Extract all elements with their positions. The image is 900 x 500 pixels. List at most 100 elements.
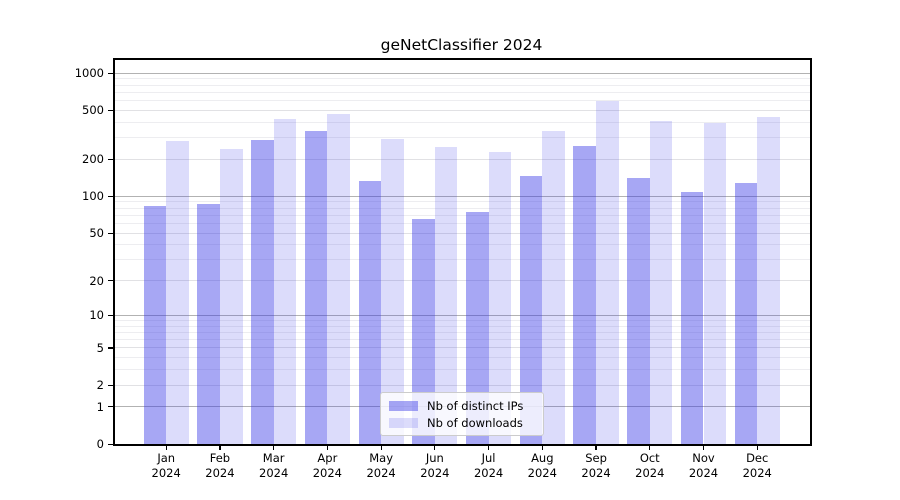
x-tick-label: Jul 2024 xyxy=(473,451,504,480)
x-tick-mark xyxy=(756,444,758,450)
minor-gridline xyxy=(113,259,810,261)
mid-gridline xyxy=(113,109,810,111)
x-tick-mark xyxy=(273,444,275,450)
y-tick-label: 0 xyxy=(96,437,104,451)
minor-gridline xyxy=(113,319,810,321)
chart-title: geNetClassifier 2024 xyxy=(380,36,543,54)
minor-gridline xyxy=(113,325,810,327)
legend-label: Nb of downloads xyxy=(427,415,523,430)
bar-distinct-ips xyxy=(251,139,274,444)
y-tick-mark xyxy=(107,72,113,74)
minor-gridline xyxy=(113,91,810,93)
mid-gridline xyxy=(113,384,810,386)
x-tick-label: Sep 2024 xyxy=(581,451,611,480)
legend-item: Nb of distinct IPs xyxy=(389,399,535,413)
bar-distinct-ips xyxy=(143,205,167,444)
bar-downloads xyxy=(327,113,350,444)
x-tick-mark xyxy=(380,444,382,450)
y-tick-label: 100 xyxy=(82,189,104,204)
plot-area xyxy=(113,59,810,444)
y-tick-label: 200 xyxy=(82,152,104,167)
legend-swatch-distinct-ips xyxy=(389,400,418,411)
y-tick-label: 1000 xyxy=(74,66,104,81)
y-tick-mark xyxy=(107,232,113,234)
y-tick-mark xyxy=(107,314,113,317)
x-tick-label: May 2024 xyxy=(366,451,396,480)
x-tick-label: Oct 2024 xyxy=(635,451,665,480)
bar-distinct-ips xyxy=(412,219,435,444)
bar-distinct-ips xyxy=(358,181,382,444)
bar-downloads xyxy=(434,147,458,444)
bar-downloads xyxy=(381,139,404,444)
mid-gridline xyxy=(113,280,810,282)
x-tick-label: Mar 2024 xyxy=(259,451,289,480)
x-tick-label: Aug 2024 xyxy=(527,451,557,480)
y-tick-label: 50 xyxy=(89,226,104,241)
major-gridline xyxy=(113,314,810,316)
bar-distinct-ips xyxy=(680,191,704,444)
x-tick-label: Apr 2024 xyxy=(312,451,343,480)
minor-gridline xyxy=(113,137,810,139)
minor-gridline xyxy=(113,244,810,246)
legend-label: Nb of distinct IPs xyxy=(427,398,524,413)
x-tick-mark xyxy=(219,444,221,450)
x-tick-label: Dec 2024 xyxy=(742,451,772,480)
axis-spine-top xyxy=(113,58,812,60)
bar-distinct-ips xyxy=(573,146,597,444)
axis-spine-right xyxy=(810,58,812,446)
bar-downloads xyxy=(649,120,673,444)
y-tick-label: 10 xyxy=(89,308,104,323)
y-tick-mark xyxy=(107,158,113,161)
bar-downloads xyxy=(596,100,619,444)
axis-spine-left xyxy=(113,58,115,446)
minor-gridline xyxy=(113,214,810,216)
minor-gridline xyxy=(113,369,810,371)
x-tick-mark xyxy=(541,444,543,450)
y-tick-mark xyxy=(107,280,113,282)
x-tick-label: Nov 2024 xyxy=(688,451,719,480)
y-tick-mark xyxy=(107,443,113,445)
y-tick-label: 5 xyxy=(96,340,104,355)
minor-gridline xyxy=(113,357,810,359)
x-tick-mark xyxy=(595,444,597,450)
legend-swatch-downloads xyxy=(389,417,418,428)
y-tick-label: 500 xyxy=(82,103,104,118)
minor-gridline xyxy=(113,331,810,333)
x-tick-mark xyxy=(326,444,328,450)
major-gridline xyxy=(113,195,810,197)
mid-gridline xyxy=(113,158,810,160)
y-tick-mark xyxy=(107,384,113,386)
bar-downloads xyxy=(219,149,243,444)
minor-gridline xyxy=(113,78,810,80)
bar-downloads xyxy=(166,141,189,444)
y-tick-mark xyxy=(107,347,113,349)
legend-item: Nb of downloads xyxy=(389,416,535,430)
bar-distinct-ips xyxy=(519,175,543,444)
x-tick-mark xyxy=(702,444,705,450)
y-tick-label: 20 xyxy=(89,273,104,288)
bar-distinct-ips xyxy=(465,211,489,444)
y-tick-mark xyxy=(107,109,113,112)
mid-gridline xyxy=(113,232,810,234)
axis-spine-bottom xyxy=(113,444,812,446)
bar-downloads xyxy=(757,117,780,444)
x-tick-mark xyxy=(487,444,490,450)
y-tick-label: 2 xyxy=(96,378,104,393)
bar-distinct-ips xyxy=(627,178,650,444)
y-tick-mark xyxy=(107,406,113,408)
minor-gridline xyxy=(113,339,810,341)
minor-gridline xyxy=(113,222,810,224)
legend: Nb of distinct IPs Nb of downloads xyxy=(380,392,544,436)
minor-gridline xyxy=(113,121,810,123)
bar-downloads xyxy=(703,122,727,444)
bar-distinct-ips xyxy=(734,182,758,444)
y-tick-mark xyxy=(107,195,113,198)
x-tick-label: Feb 2024 xyxy=(205,451,235,480)
bar-downloads xyxy=(488,151,512,444)
bar-downloads xyxy=(542,131,565,444)
x-tick-mark xyxy=(649,444,651,450)
bar-distinct-ips xyxy=(304,131,328,444)
minor-gridline xyxy=(113,100,810,102)
minor-gridline xyxy=(113,84,810,86)
